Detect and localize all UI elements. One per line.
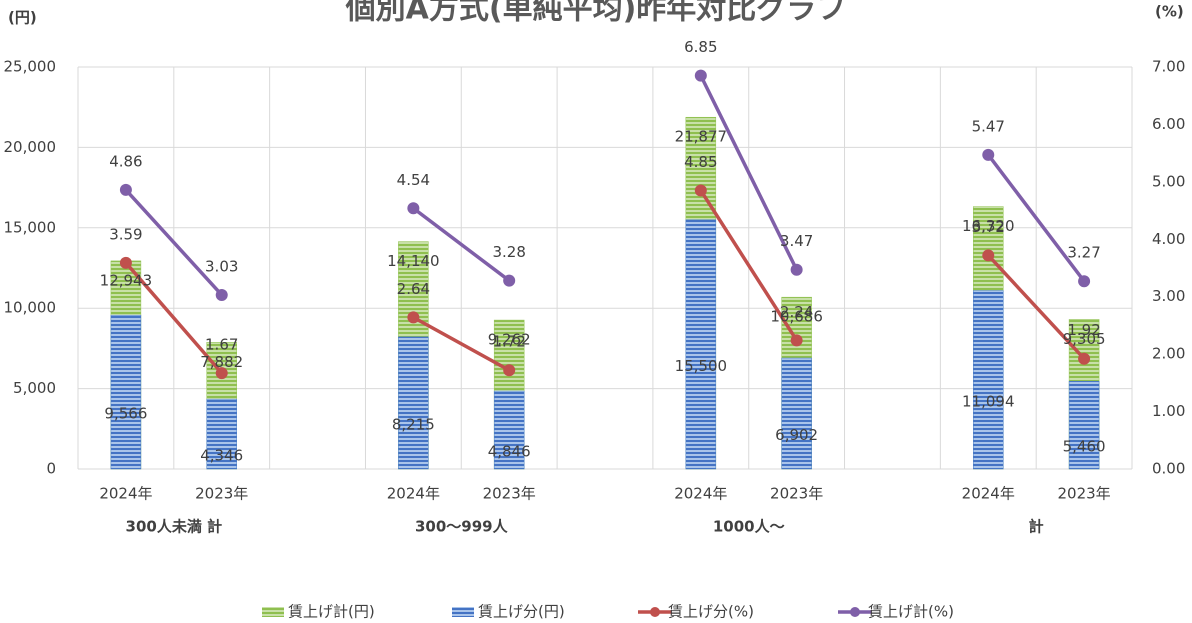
bar — [1068, 380, 1100, 470]
x-tick-label: 2023年 — [195, 485, 248, 503]
legend-label: 賃上げ分(円) — [478, 603, 565, 621]
data-label: 10,686 — [770, 308, 823, 326]
y-tick-label: 25,000 — [4, 58, 57, 76]
x-tick-label: 2023年 — [770, 485, 823, 503]
y-tick-label: 20,000 — [4, 138, 57, 156]
line-marker — [1078, 275, 1091, 288]
y-tick-label: 5,000 — [13, 379, 56, 397]
data-label: 3.27 — [1067, 244, 1100, 262]
bar — [398, 336, 429, 470]
line-marker — [982, 249, 995, 262]
data-label: 15,500 — [675, 357, 728, 375]
y-tick-label: 15,000 — [4, 218, 57, 236]
line-marker — [503, 364, 516, 377]
data-label: 1.67 — [205, 336, 238, 354]
y2-tick-label: 0.00 — [1152, 460, 1185, 478]
data-label: 1.92 — [1067, 321, 1100, 339]
y2-tick-label: 6.00 — [1152, 115, 1185, 133]
legend-label: 賃上げ分(%) — [668, 603, 754, 621]
line-marker — [407, 202, 420, 215]
x-tick-label: 2024年 — [674, 485, 727, 503]
data-label: 6,902 — [775, 426, 818, 444]
bar — [493, 390, 525, 470]
bar — [110, 314, 142, 470]
data-label: 3.47 — [780, 232, 813, 250]
data-label: 3.72 — [972, 218, 1005, 236]
line-marker — [215, 367, 228, 380]
group-label: 1000人～ — [713, 518, 785, 536]
x-tick-label: 2024年 — [99, 485, 152, 503]
y-tick-label: 0 — [46, 460, 56, 478]
data-label: 3.59 — [109, 225, 142, 243]
legend-swatch — [262, 607, 284, 617]
legend-label: 賃上げ計(円) — [288, 603, 375, 621]
data-label: 16,320 — [962, 217, 1015, 235]
y-axis-label: (円) — [8, 9, 37, 27]
group-label: 300～999人 — [415, 518, 509, 536]
group-label: 計 — [1029, 518, 1044, 536]
legend-label: 賃上げ計(%) — [868, 603, 954, 621]
x-tick-label: 2024年 — [962, 485, 1015, 503]
bar — [973, 290, 1004, 470]
y2-tick-label: 1.00 — [1152, 402, 1185, 420]
line — [124, 189, 1086, 375]
data-label: 3.28 — [492, 243, 525, 261]
bar — [206, 398, 237, 470]
data-label: 6.85 — [684, 38, 717, 56]
y2-tick-label: 5.00 — [1152, 172, 1185, 190]
y2-tick-label: 7.00 — [1152, 58, 1185, 76]
data-label: 9,262 — [488, 331, 531, 349]
data-label: 2.24 — [780, 303, 813, 321]
line-marker — [215, 288, 228, 301]
line-marker — [407, 311, 420, 324]
data-label: 7,882 — [200, 353, 243, 371]
x-tick-label: 2024年 — [387, 485, 440, 503]
y2-tick-label: 3.00 — [1152, 287, 1185, 305]
line-marker — [694, 184, 707, 197]
legend-swatch — [850, 607, 860, 617]
data-label: 14,140 — [387, 252, 440, 270]
bar — [685, 219, 717, 470]
data-label: 4.85 — [684, 153, 717, 171]
line-marker — [119, 256, 132, 269]
y2-axis-label: (%) — [1155, 3, 1184, 21]
x-tick-label: 2023年 — [1057, 485, 1110, 503]
data-label: 4,846 — [488, 443, 531, 461]
data-label: 12,943 — [100, 271, 153, 289]
line-marker — [982, 148, 995, 161]
data-label: 5.47 — [972, 117, 1005, 135]
group-label: 300人未満 計 — [126, 518, 223, 536]
data-label: 9,566 — [104, 405, 147, 423]
line — [124, 74, 1086, 297]
line-marker — [119, 183, 132, 196]
line-marker — [694, 69, 707, 82]
data-label: 4.54 — [397, 171, 430, 189]
data-label: 9,305 — [1063, 330, 1106, 348]
line-marker — [790, 334, 803, 347]
data-label: 4.86 — [109, 152, 142, 170]
bar — [781, 357, 812, 470]
data-label: 3.03 — [205, 257, 238, 275]
legend-swatch — [650, 607, 660, 617]
data-label: 21,877 — [675, 128, 728, 146]
data-label: 5,460 — [1063, 438, 1106, 456]
x-tick-label: 2023年 — [483, 485, 536, 503]
line-marker — [790, 263, 803, 276]
legend-swatch — [452, 607, 474, 617]
data-label: 4,346 — [200, 447, 243, 465]
y-tick-label: 10,000 — [4, 299, 57, 317]
data-label: 1.72 — [492, 333, 525, 351]
line-marker — [1078, 352, 1091, 365]
data-label: 11,094 — [962, 392, 1015, 410]
line-marker — [503, 274, 516, 287]
y2-tick-label: 4.00 — [1152, 230, 1185, 248]
chart-title: 個別A方式(単純平均)昨年対比グラフ — [345, 0, 847, 27]
y2-tick-label: 2.00 — [1152, 345, 1185, 363]
data-label: 8,215 — [392, 415, 435, 433]
data-label: 2.64 — [397, 280, 430, 298]
